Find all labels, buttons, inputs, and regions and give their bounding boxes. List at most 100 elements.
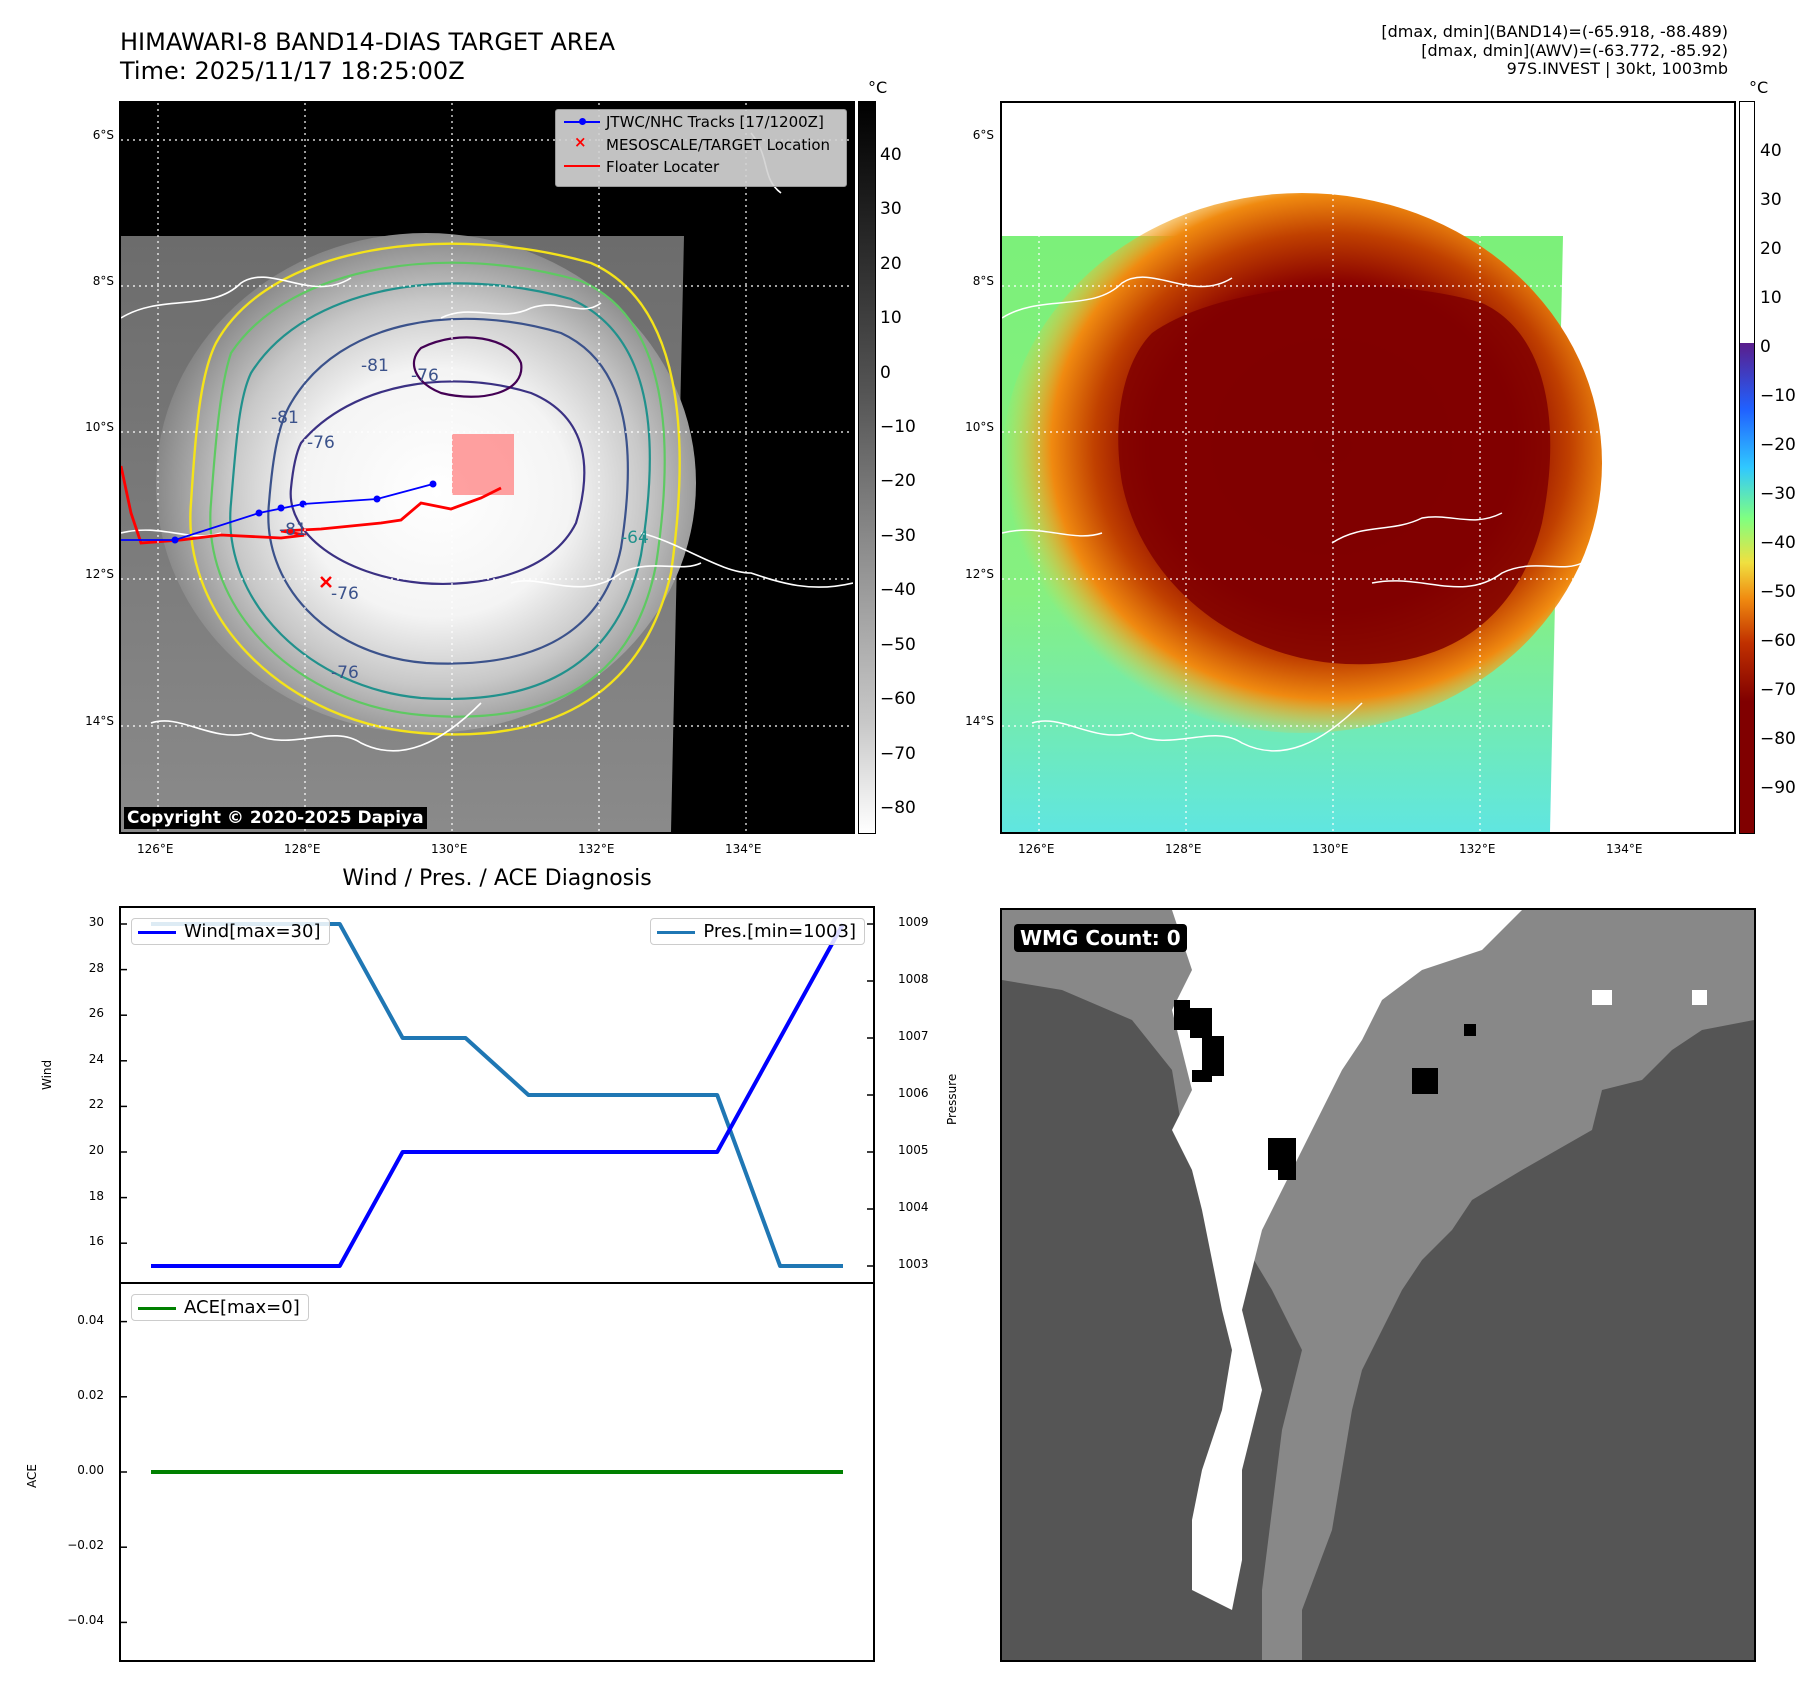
colorbar-tick: −20	[1760, 435, 1796, 455]
colorbar-tick: 30	[1760, 190, 1782, 210]
contour-label: -76	[411, 366, 439, 386]
lon-label: 132°E	[578, 842, 615, 856]
ace-ytick-label: 0.00	[77, 1463, 104, 1477]
lat-label: 6°S	[92, 128, 114, 142]
chart-title: HIMAWARI-8 BAND14-DIAS TARGET AREA Time:…	[120, 28, 615, 86]
ace-axis-label: ACE	[25, 1464, 39, 1488]
lat-label: 10°S	[85, 420, 114, 434]
ir-colorbar	[858, 101, 876, 834]
awv-gridlines	[1002, 103, 1734, 832]
colorbar-tick: 20	[880, 254, 902, 274]
colorbar-tick: −90	[1760, 778, 1796, 798]
awv-lon-labels: 126°E 128°E 130°E 132°E 134°E	[1000, 842, 1736, 858]
colorbar-tick: 30	[880, 199, 902, 219]
colorbar-tick: −10	[1760, 386, 1796, 406]
colorbar-tick: −10	[880, 417, 916, 437]
contour-purple-core	[412, 336, 523, 398]
colorbar-tick: −30	[1760, 484, 1796, 504]
awv-map-image	[1002, 103, 1734, 832]
colorbar-tick: 40	[1760, 141, 1782, 161]
wind-legend-label: Wind[max=30]	[184, 921, 321, 942]
ace-legend-label: ACE[max=0]	[184, 1297, 300, 1318]
lon-label: 126°E	[137, 842, 174, 856]
floater-locater	[121, 465, 502, 545]
ace-legend-swatch	[138, 1306, 176, 1310]
ir-map-image: -81 -76 -81 -76 -81 -76 -64 -76	[121, 103, 853, 832]
lon-label: 128°E	[1165, 842, 1202, 856]
ir-map-panel: -81 -76 -81 -76 -81 -76 -64 -76 JTWC/NHC…	[119, 101, 855, 834]
colorbar-tick: −50	[880, 635, 916, 655]
lon-label: 130°E	[431, 842, 468, 856]
wind-legend: Wind[max=30]	[131, 918, 330, 945]
lon-label: 130°E	[1312, 842, 1349, 856]
wind-ytick-label: 20	[88, 1143, 104, 1157]
awv-core	[1118, 286, 1551, 665]
colorbar-tick: −60	[880, 689, 916, 709]
wind-ytick-label: 26	[88, 1006, 104, 1021]
colorbar-tick: −70	[1760, 680, 1796, 700]
info-line-2: [dmax, dmin](AWV)=(-63.772, -85.92)	[1421, 40, 1728, 60]
ace-ytick-label: −0.04	[67, 1613, 104, 1628]
pressure-ytick-label: 1008	[898, 972, 929, 986]
lat-label: 12°S	[85, 567, 114, 581]
ir-colorbar-unit: °C	[868, 78, 888, 97]
contour-green	[209, 261, 666, 718]
contour-labels: -81 -76 -81 -76 -81 -76 -64 -76	[271, 356, 649, 683]
awv-colorbar-unit: °C	[1749, 78, 1769, 97]
colorbar-tick: −70	[880, 744, 916, 764]
contour-teal	[229, 282, 651, 700]
awv-colorbar	[1739, 101, 1755, 834]
wmg-image	[1002, 910, 1754, 1660]
wind-ytick-label: 22	[88, 1097, 104, 1112]
colorbar-tick: 40	[880, 145, 902, 165]
legend-track-label: JTWC/NHC Tracks [17/1200Z]	[606, 113, 824, 131]
info-block: [dmax, dmin](BAND14)=(-65.918, -88.489) …	[1028, 22, 1728, 79]
wmg-black-blocks	[1174, 1000, 1476, 1180]
lon-label: 134°E	[1606, 842, 1643, 856]
pressure-axis-label: Pressure	[945, 1073, 959, 1125]
wind-ytick-label: 18	[88, 1188, 104, 1203]
legend-floater-label: Floater Locater	[606, 158, 720, 176]
colorbar-tick: 10	[880, 308, 902, 328]
lat-label: 14°S	[85, 714, 114, 728]
colorbar-tick: 0	[880, 363, 891, 383]
map-legend: JTWC/NHC Tracks [17/1200Z] × MESOSCALE/T…	[555, 109, 847, 187]
lat-label: 14°S	[965, 714, 994, 728]
awv-colorbar-ticks: 40 30 20 10 0 −10 −20 −30 −40 −50 −60 −7…	[1760, 101, 1812, 832]
cloud-mass	[156, 233, 696, 733]
wind-yticks: 30 28 26 24 22 20 18 16	[60, 906, 114, 1284]
contour-label: -64	[621, 528, 649, 548]
lon-label: 126°E	[1018, 842, 1055, 856]
info-line-1: [dmax, dmin](BAND14)=(-65.918, -88.489)	[1381, 22, 1728, 41]
target-box	[452, 434, 514, 495]
colorbar-tick: 10	[1760, 288, 1782, 308]
lat-label: 12°S	[965, 567, 994, 581]
contour-label: -76	[307, 433, 335, 453]
contour-label: -76	[331, 584, 359, 604]
lon-label: 132°E	[1459, 842, 1496, 856]
pressure-ytick-label: 1004	[898, 1200, 929, 1214]
ace-ytick-label: 0.02	[77, 1387, 104, 1402]
pressure-ytick-label: 1005	[898, 1143, 929, 1157]
lon-label: 134°E	[725, 842, 762, 856]
wind-legend-swatch	[138, 930, 176, 934]
legend-target-swatch: ×	[574, 133, 587, 151]
wind-line	[151, 923, 845, 1268]
pressure-ytick-label: 1006	[898, 1086, 929, 1100]
diagnosis-title: Wind / Pres. / ACE Diagnosis	[342, 866, 652, 891]
lat-label: 8°S	[972, 274, 994, 288]
pressure-yticks: 1009 1008 1007 1006 1005 1004 1003	[882, 906, 942, 1284]
lon-label: 128°E	[284, 842, 321, 856]
ace-yticks: 0.04 0.02 0.00 −0.02 −0.04	[50, 1282, 114, 1662]
gridlines	[121, 103, 853, 832]
pressure-ytick-label: 1007	[898, 1029, 929, 1043]
info-line-3: 97S.INVEST | 30kt, 1003mb	[1506, 59, 1728, 78]
contour-label: -81	[361, 356, 389, 376]
wind-pressure-panel: Wind[max=30] Pres.[min=1003]	[119, 906, 875, 1284]
wind-ytick-label: 28	[88, 960, 104, 975]
wmg-count-label: WMG Count: 0	[1014, 924, 1187, 952]
contour-yellow	[189, 242, 681, 736]
contour-indigo-outer	[267, 317, 629, 665]
colorbar-tick: −40	[880, 580, 916, 600]
pressure-legend-label: Pres.[min=1003]	[703, 921, 856, 942]
